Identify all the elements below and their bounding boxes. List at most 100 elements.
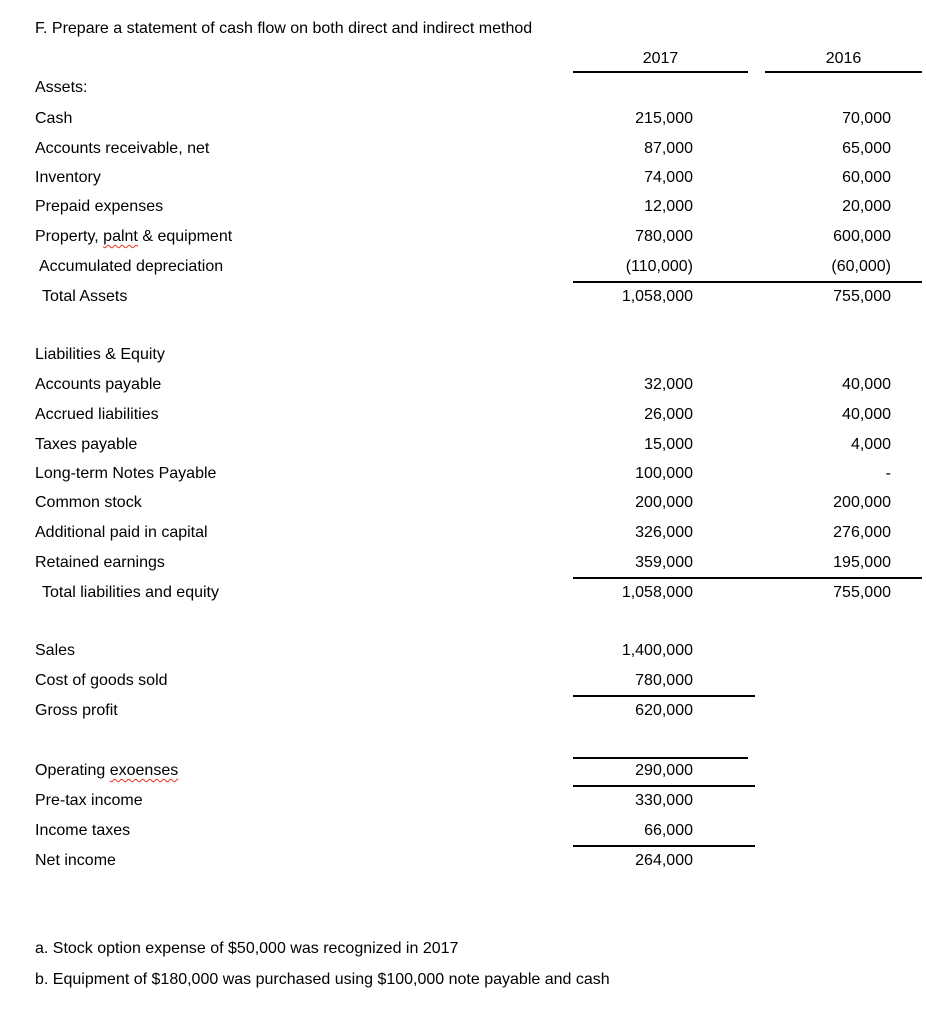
row-label: Total Assets [42, 288, 128, 305]
label-text: Operating [35, 762, 110, 779]
page-title: F. Prepare a statement of cash flow on b… [35, 20, 533, 37]
rule-below-cost-of-goods-sold [573, 695, 755, 697]
row-cost-of-goods-sold: Cost of goods sold 780,000 [0, 666, 926, 696]
row-sales: Sales 1,400,000 [0, 636, 926, 666]
value-2016: 755,000 [833, 584, 891, 601]
row-prepaid-expenses: Prepaid expenses 12,000 20,000 [0, 192, 926, 222]
value-2016: 200,000 [833, 494, 891, 511]
row-long-term-notes-payable: Long-term Notes Payable 100,000 - [0, 459, 926, 489]
row-liabilities-equity-header: Liabilities & Equity [0, 340, 926, 370]
row-label: Cash [35, 110, 73, 127]
row-label: Accounts payable [35, 376, 162, 393]
value-2016: 276,000 [833, 524, 891, 541]
value-2016: 4,000 [850, 436, 891, 453]
row-property-plant-equipment: Property, palnt & equipment 780,000 600,… [0, 222, 926, 252]
column-header-2016: 2016 [825, 50, 862, 67]
label-text: & equipment [137, 228, 233, 245]
row-label: Pre-tax income [35, 792, 143, 809]
value-2017: 100,000 [635, 465, 693, 482]
rule-above-operating-expenses [573, 757, 748, 759]
row-label: Accrued liabilities [35, 406, 159, 423]
value-2017: 326,000 [635, 524, 693, 541]
value-2017: 26,000 [644, 406, 693, 423]
value-2016: 755,000 [833, 288, 891, 305]
misspelled-word: palnt [103, 228, 138, 245]
row-label: Total liabilities and equity [42, 584, 219, 601]
value-2017: 215,000 [635, 110, 693, 127]
value-2017: 330,000 [635, 792, 693, 809]
row-total-liabilities-equity: Total liabilities and equity 1,058,000 7… [0, 578, 926, 608]
section-label: Liabilities & Equity [35, 346, 165, 363]
row-accounts-receivable: Accounts receivable, net 87,000 65,000 [0, 134, 926, 164]
value-2017: 200,000 [635, 494, 693, 511]
column-headers-row: 2017 2016 [0, 44, 926, 74]
value-2017: 620,000 [635, 702, 693, 719]
row-accumulated-depreciation: Accumulated depreciation (110,000) (60,0… [0, 252, 926, 282]
value-2016: (60,000) [831, 258, 891, 275]
row-gross-profit: Gross profit 620,000 [0, 696, 926, 726]
row-common-stock: Common stock 200,000 200,000 [0, 488, 926, 518]
note-b: b. Equipment of $180,000 was purchased u… [35, 971, 610, 988]
header-underline-2017 [573, 71, 748, 73]
value-2017: 1,058,000 [621, 288, 693, 305]
value-2017: (110,000) [625, 258, 693, 275]
value-2016: 600,000 [833, 228, 891, 245]
row-label: Inventory [35, 169, 101, 186]
row-net-income: Net income 264,000 [0, 846, 926, 876]
row-label: Net income [35, 852, 116, 869]
row-label: Income taxes [35, 822, 131, 839]
value-2017: 87,000 [644, 140, 693, 157]
value-2017: 1,058,000 [621, 584, 693, 601]
label-text: Property, [35, 228, 104, 245]
row-total-assets: Total Assets 1,058,000 755,000 [0, 282, 926, 312]
rule-above-total-liabilities-equity [573, 577, 922, 579]
row-taxes-payable: Taxes payable 15,000 4,000 [0, 430, 926, 460]
value-2017: 780,000 [635, 228, 693, 245]
value-2016: 60,000 [842, 169, 891, 186]
value-2016: - [885, 465, 891, 482]
column-header-2017: 2017 [642, 50, 679, 67]
value-2017: 359,000 [635, 554, 693, 571]
value-2016: 40,000 [842, 376, 891, 393]
rule-above-total-assets [573, 281, 922, 283]
value-2016: 195,000 [833, 554, 891, 571]
row-label: Sales [35, 642, 76, 659]
row-label: Property, palnt & equipment [35, 222, 232, 252]
row-income-taxes: Income taxes 66,000 [0, 816, 926, 846]
row-pretax-income: Pre-tax income 330,000 [0, 786, 926, 816]
rule-below-operating-expenses [573, 785, 755, 787]
row-operating-expenses: Operating exoenses 290,000 [0, 756, 926, 786]
row-inventory: Inventory 74,000 60,000 [0, 163, 926, 193]
row-label: Retained earnings [35, 554, 165, 571]
row-label: Accumulated depreciation [39, 258, 224, 275]
row-label: Additional paid in capital [35, 524, 208, 541]
value-2016: 20,000 [842, 198, 891, 215]
row-label: Prepaid expenses [35, 198, 164, 215]
value-2017: 74,000 [644, 169, 693, 186]
section-label: Assets: [35, 79, 88, 96]
row-assets-header: Assets: [0, 73, 926, 103]
note-a: a. Stock option expense of $50,000 was r… [35, 940, 459, 957]
row-label: Accounts receivable, net [35, 140, 210, 157]
row-accounts-payable: Accounts payable 32,000 40,000 [0, 370, 926, 400]
row-accrued-liabilities: Accrued liabilities 26,000 40,000 [0, 400, 926, 430]
value-2017: 12,000 [644, 198, 693, 215]
value-2016: 40,000 [842, 406, 891, 423]
row-label: Gross profit [35, 702, 118, 719]
row-additional-paid-in-capital: Additional paid in capital 326,000 276,0… [0, 518, 926, 548]
row-retained-earnings: Retained earnings 359,000 195,000 [0, 548, 926, 578]
value-2017: 290,000 [635, 762, 693, 779]
row-label: Taxes payable [35, 436, 138, 453]
value-2017: 66,000 [644, 822, 693, 839]
row-label: Cost of goods sold [35, 672, 168, 689]
value-2017: 1,400,000 [621, 642, 693, 659]
header-underline-2016 [765, 71, 922, 73]
rule-below-income-taxes [573, 845, 755, 847]
misspelled-word: exoenses [109, 762, 179, 779]
row-label: Long-term Notes Payable [35, 465, 217, 482]
value-2017: 15,000 [644, 436, 693, 453]
row-label: Common stock [35, 494, 142, 511]
value-2016: 65,000 [842, 140, 891, 157]
value-2016: 70,000 [842, 110, 891, 127]
